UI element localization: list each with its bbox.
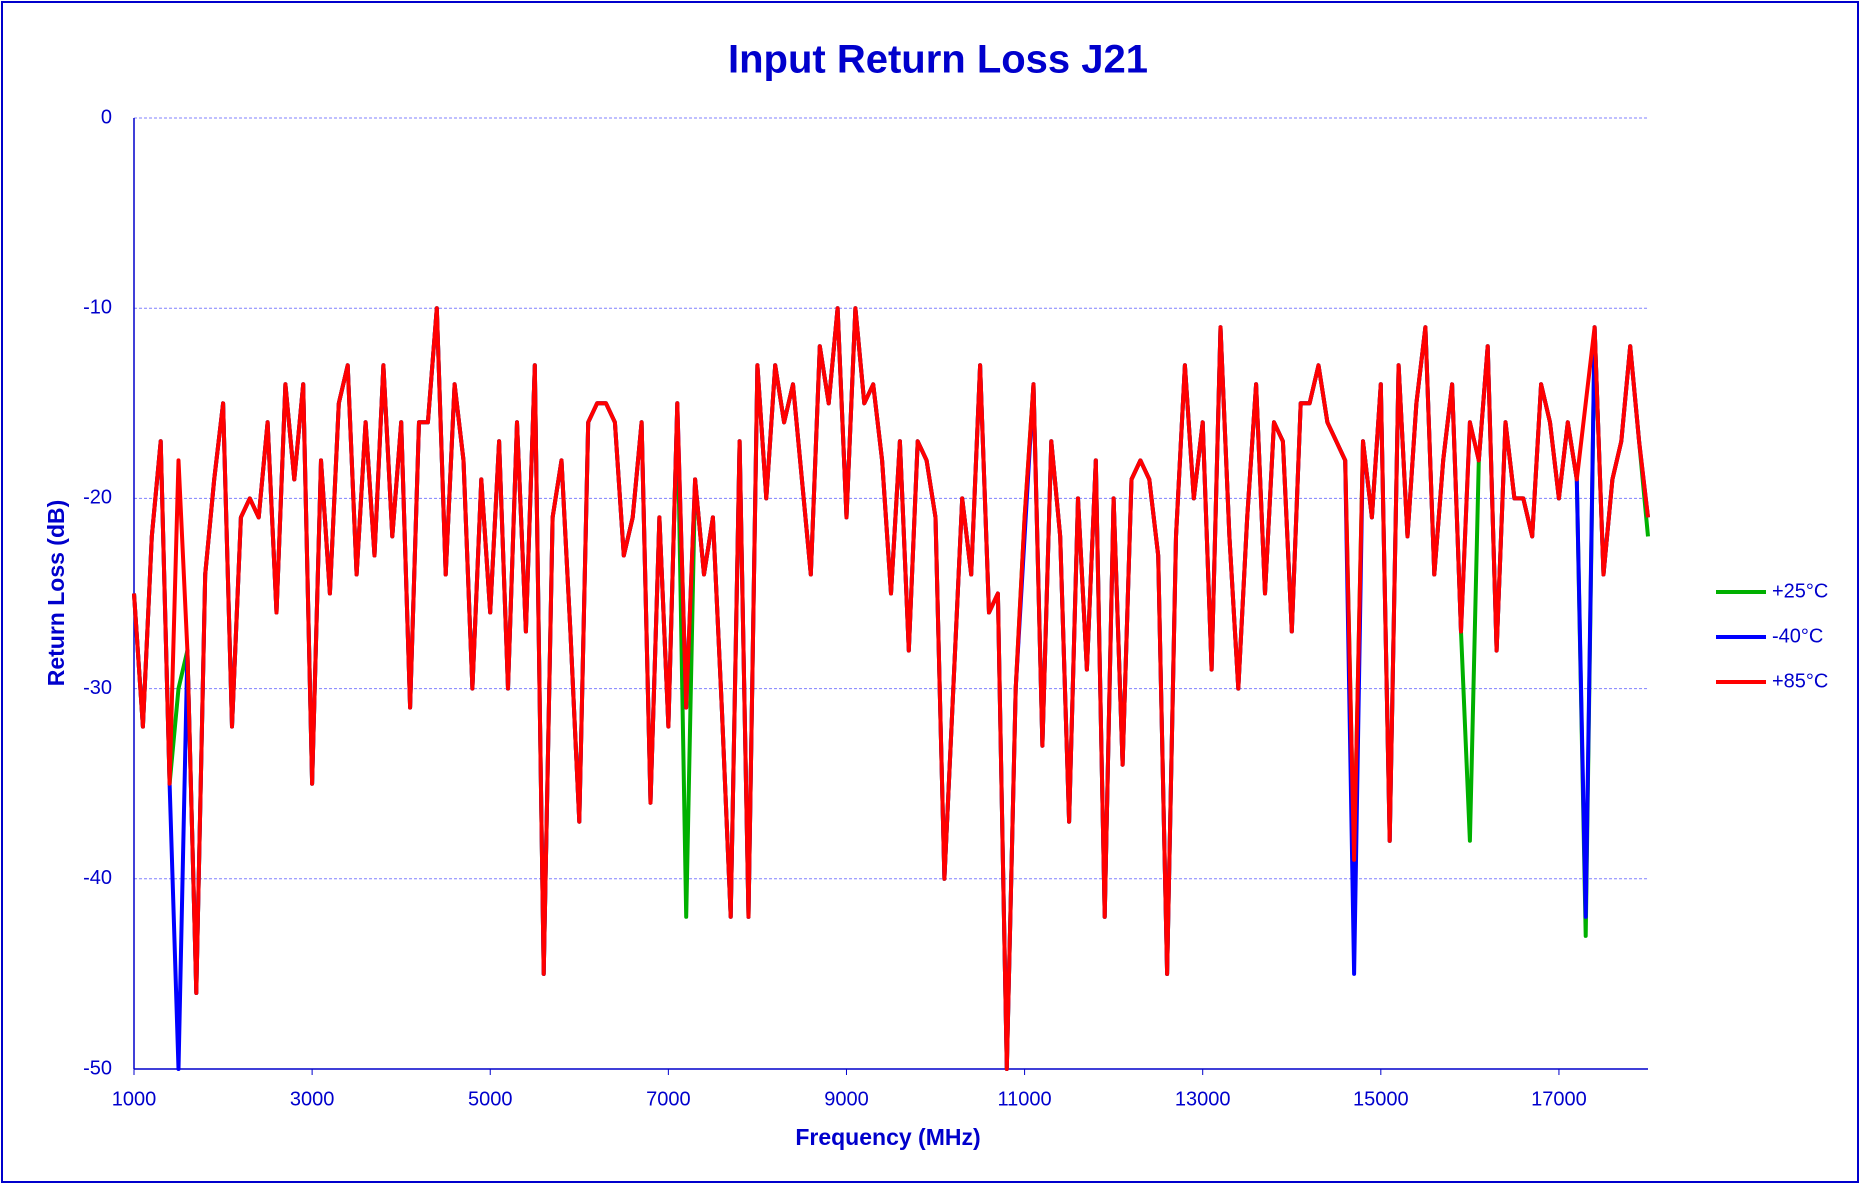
y-tick-label: -30 [83, 677, 112, 699]
x-tick-label: 13000 [1175, 1088, 1231, 1110]
legend-label: +85°C [1772, 670, 1828, 692]
x-axis-label: Frequency (MHz) [795, 1124, 980, 1150]
y-tick-label: -10 [83, 296, 112, 318]
chart-title: Input Return Loss J21 [728, 38, 1148, 82]
x-tick-label: 11000 [998, 1088, 1052, 1110]
series-line [132, 306, 1650, 1071]
x-tick-label: 15000 [1353, 1088, 1409, 1110]
x-tick-label: 1000 [112, 1088, 157, 1110]
legend-label: +25°C [1772, 580, 1828, 602]
y-axis-label: Return Loss (dB) [43, 500, 69, 687]
y-tick-label: 0 [101, 106, 112, 128]
legend-label: -40°C [1772, 625, 1823, 647]
y-tick-label: -50 [83, 1057, 112, 1079]
x-tick-label: 17000 [1531, 1088, 1587, 1110]
y-tick-label: -20 [83, 487, 112, 509]
y-tick-label: -40 [83, 867, 112, 889]
x-tick-label: 3000 [290, 1088, 335, 1110]
x-tick-label: 9000 [824, 1088, 869, 1110]
x-tick-label: 7000 [646, 1088, 691, 1110]
x-tick-label: 5000 [468, 1088, 513, 1110]
